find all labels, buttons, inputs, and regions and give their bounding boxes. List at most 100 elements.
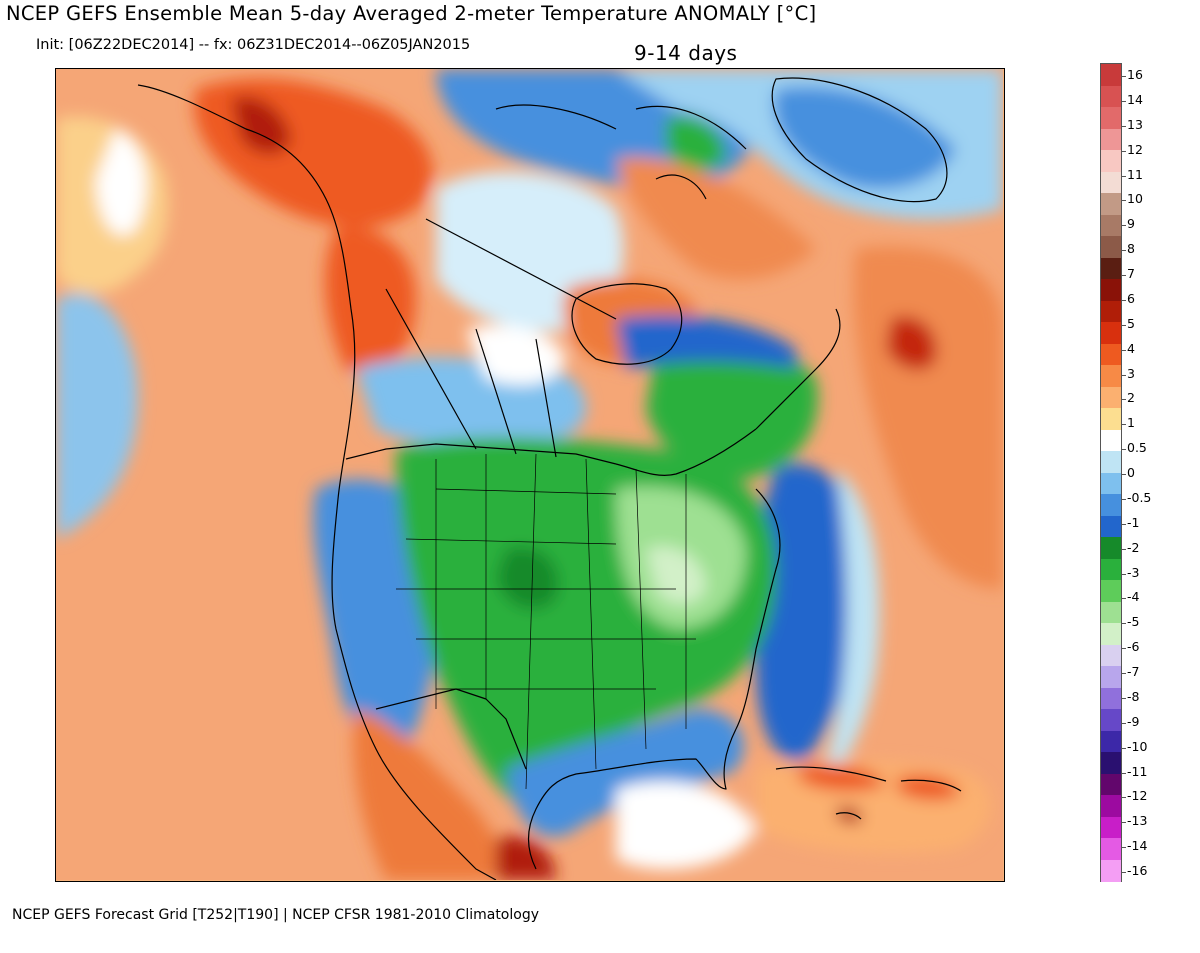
color-scale-label: 2 [1127,390,1135,406]
mexico-hot-core [496,836,556,880]
color-scale-label: 16 [1127,67,1143,82]
color-scale-tick [1121,449,1126,451]
bc-warm-area [325,227,416,376]
color-scale-tick [1121,673,1126,674]
color-scale-label: 13 [1127,116,1143,132]
color-scale-cell [1101,408,1121,430]
us-state-lines-horizontal [396,488,696,690]
color-scale-cell [1101,773,1121,796]
color-scale-tick [1121,747,1126,749]
alaska-hot-core [231,96,291,154]
color-scale-cell [1101,730,1121,753]
color-scale-cell [1101,838,1121,860]
color-scale-cell [1101,365,1121,387]
color-scale-label: 0 [1127,465,1135,480]
color-scale-tick [1121,374,1126,376]
plains-colder-core [496,547,559,610]
color-scale-cell [1101,687,1121,710]
color-scale-cell [1101,279,1121,301]
color-scale-label: 4 [1127,340,1135,356]
hudson-bay-coast [571,283,683,365]
pacific-cool-area [56,293,138,539]
color-scale-cell [1101,300,1121,323]
ohio-valley-cold-core [646,546,706,604]
color-scale-cell [1101,107,1121,129]
color-scale-tick [1121,200,1126,202]
color-scale-label: -9 [1127,713,1140,729]
color-scale-cell [1101,494,1121,516]
color-scale-tick [1121,225,1126,227]
color-scale-tick [1121,349,1126,351]
color-scale-label: -3 [1127,564,1140,580]
color-scale-tick [1121,697,1126,699]
arctic-green-patch [666,116,726,170]
atlantic-neutral-belt [816,469,880,789]
color-scale-tick [1121,573,1126,575]
color-scale-cell [1101,558,1121,581]
atlantic-hot-core [886,316,937,370]
color-scale-tick [1121,299,1126,301]
color-scale-tick [1121,797,1126,799]
color-scale-tick [1121,623,1126,625]
footer-credit: NCEP GEFS Forecast Grid [T252|T190] | NC… [12,907,539,923]
color-scale-label: 9 [1127,216,1135,232]
pacific-zero-area [96,129,147,236]
color-scale-cell [1101,236,1121,258]
color-scale-tick [1121,822,1126,824]
color-scale-tick [1121,150,1126,152]
color-scale-cell [1101,537,1121,559]
color-scale-cell [1101,214,1121,237]
color-scale-cell [1101,580,1121,602]
color-scale-label: 11 [1127,166,1143,182]
baffin-warm-area [616,157,816,280]
color-scale-label: -1 [1127,514,1140,530]
color-scale-label: 6 [1127,290,1135,306]
us-canada-border [345,443,617,465]
canada-province-line-1 [425,218,617,320]
color-scale-tick [1121,250,1126,252]
color-scale-label: -5 [1127,614,1140,630]
init-forecast-line: Init: [06Z22DEC2014] -- fx: 06Z31DEC2014… [36,37,471,53]
color-scale-tick [1121,498,1126,500]
color-scale-label: -12 [1127,788,1148,804]
color-scale-cell [1101,601,1121,624]
color-scale-cell [1101,752,1121,774]
quebec-cold-area [646,339,818,479]
color-scale-label: -10 [1127,738,1148,754]
color-scale-tick [1121,722,1126,724]
chart-title: NCEP GEFS Ensemble Mean 5-day Averaged 2… [6,2,817,25]
color-scale-tick [1121,548,1126,550]
greenland-coast [771,77,948,203]
jamaica-warm-core [836,807,862,824]
gulf-neutral-area [616,781,756,870]
atlantic-coastal-cold [756,463,866,761]
mexico-warm-area [353,709,503,880]
color-scale-cell [1101,85,1121,108]
color-scale-tick [1121,275,1126,276]
quebec-blue-band [616,315,796,369]
color-scale-label: 14 [1127,91,1143,107]
color-scale-cell [1101,429,1121,452]
color-scale-label: 7 [1127,266,1135,281]
us-state-lines-vertical [435,453,687,790]
color-scale-tick [1121,772,1126,774]
color-scale-cell [1101,795,1121,817]
color-scale-cell [1101,64,1121,86]
greenland-core-cold [774,86,956,189]
gulf-cold-area [506,709,744,837]
color-scale-label: -8 [1127,688,1140,704]
color-scale-label: 12 [1127,141,1143,157]
color-scale-cell [1101,171,1121,194]
color-scale-cell [1101,859,1121,882]
color-scale-cell [1101,322,1121,344]
color-scale-cell [1101,257,1121,280]
canada-province-line-2 [385,288,477,450]
color-scale-cell [1101,193,1121,215]
color-scale-tick [1121,648,1126,650]
color-scale-tick [1121,598,1126,600]
color-scale-cell [1101,386,1121,409]
color-scale-cell [1101,644,1121,667]
color-scale-label: 10 [1127,191,1143,207]
color-scale-label: -11 [1127,763,1148,779]
color-scale-label: 0.5 [1127,440,1147,456]
